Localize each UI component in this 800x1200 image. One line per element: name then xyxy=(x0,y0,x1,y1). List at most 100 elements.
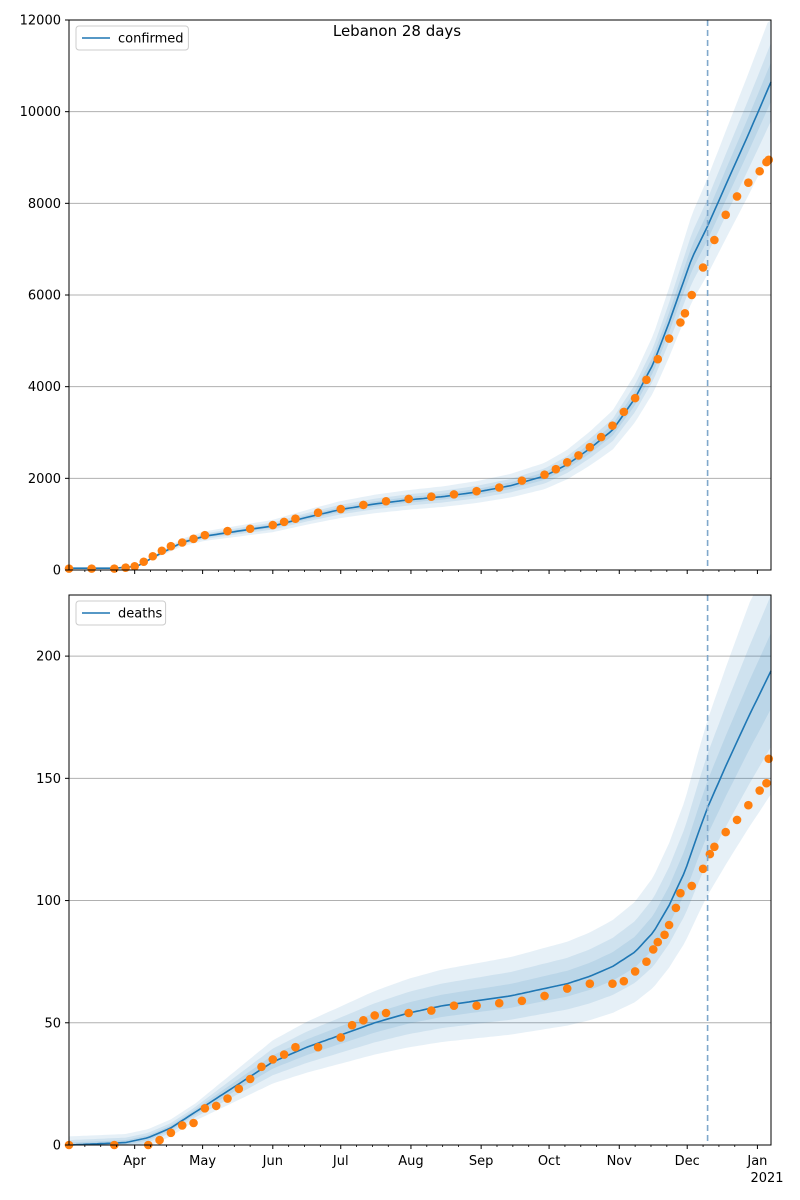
model-line xyxy=(68,670,772,1146)
observed-point xyxy=(574,451,583,460)
x-tick-label: Sep xyxy=(469,1154,494,1169)
uncertainty-band-1 xyxy=(69,62,771,569)
observed-point xyxy=(166,1128,176,1138)
y-tick-label: 50 xyxy=(44,1016,61,1031)
observed-point xyxy=(336,1033,346,1042)
observed-point xyxy=(494,483,504,492)
observed-point xyxy=(472,486,481,496)
observed-point xyxy=(109,564,119,573)
observed-point xyxy=(200,1104,210,1113)
observed-point xyxy=(732,192,742,201)
observed-point xyxy=(279,1050,289,1059)
x-tick-label: Jun xyxy=(262,1154,283,1169)
observed-point xyxy=(619,407,629,417)
observed-point xyxy=(279,517,289,527)
observed-point xyxy=(596,432,606,442)
observed-point xyxy=(698,263,708,272)
observed-point xyxy=(268,520,278,530)
observed-point xyxy=(517,476,527,485)
deaths-panel: 0 50 100 150 200 Apr May Jun Jul Aug Sep Oct Nov Dec J… xyxy=(36,594,774,1169)
x-tick-label: Jan xyxy=(746,1154,767,1169)
observed-point xyxy=(404,494,413,504)
observed-point xyxy=(449,1001,459,1010)
observed-point xyxy=(585,442,595,452)
observed-point xyxy=(189,534,198,544)
x-tick-label: May xyxy=(189,1154,216,1169)
observed-point xyxy=(744,178,753,188)
observed-point xyxy=(562,984,572,993)
observed-point xyxy=(370,1011,380,1020)
legend-box xyxy=(75,600,167,626)
legend-label: deaths xyxy=(118,607,163,622)
observed-point xyxy=(130,562,139,571)
observed-point xyxy=(608,421,617,430)
observed-point xyxy=(698,864,708,874)
observed-point xyxy=(234,1084,244,1094)
observed-point xyxy=(427,1006,436,1015)
observed-point xyxy=(177,1121,187,1130)
y-tick-label: 100 xyxy=(36,894,61,909)
observed-point xyxy=(630,393,640,403)
observed-point xyxy=(449,490,459,499)
observed-point xyxy=(551,464,561,474)
observed-point xyxy=(223,1094,232,1103)
observed-point xyxy=(427,492,436,501)
observed-point xyxy=(710,842,719,852)
observed-point xyxy=(676,888,685,898)
x-tick-label: Apr xyxy=(123,1154,146,1169)
observed-point xyxy=(619,976,629,986)
observed-point xyxy=(257,1062,266,1072)
plot-frame xyxy=(68,594,772,1146)
legend: deaths xyxy=(75,600,167,626)
observed-point xyxy=(268,1055,278,1064)
observed-point xyxy=(291,1042,300,1052)
observed-point xyxy=(245,524,255,534)
observed-point xyxy=(166,541,176,551)
observed-point xyxy=(764,754,774,764)
legend-box xyxy=(75,25,189,51)
observed-point xyxy=(642,957,651,966)
observed-point xyxy=(744,800,753,810)
observed-point xyxy=(404,1008,413,1018)
x-tick-label: Jul xyxy=(332,1154,349,1169)
y-tick-label: 12000 xyxy=(20,14,61,29)
confirmed-panel: 0 2000 4000 6000 8000 10000 12000 confirmed xyxy=(20,14,774,579)
uncertainty-band-3 xyxy=(69,20,771,569)
y-tick-label: 6000 xyxy=(28,289,61,304)
observed-point xyxy=(585,979,595,988)
observed-point xyxy=(630,967,640,976)
observed-point xyxy=(359,1016,368,1025)
observed-point xyxy=(755,166,764,176)
observed-point xyxy=(223,526,232,536)
observed-point xyxy=(381,1008,391,1018)
observed-point xyxy=(245,1074,255,1084)
observed-point xyxy=(139,557,149,567)
observed-point xyxy=(653,354,663,364)
y-tick-label: 8000 xyxy=(28,197,61,212)
observed-point xyxy=(562,457,572,467)
observed-point xyxy=(687,290,697,300)
observed-point xyxy=(721,210,731,220)
observed-point xyxy=(648,945,658,954)
observed-point xyxy=(313,508,323,518)
uncertainty-band-3 xyxy=(69,595,771,1145)
observed-point xyxy=(347,1020,357,1030)
observed-point xyxy=(87,564,96,573)
x-tick-label: Aug xyxy=(398,1154,423,1169)
observed-point xyxy=(660,930,669,940)
legend: confirmed xyxy=(75,25,189,51)
observed-point xyxy=(155,1135,164,1145)
observed-point xyxy=(764,155,774,165)
x-tick-label: Nov xyxy=(607,1154,633,1169)
y-tick-label: 200 xyxy=(36,650,61,665)
legend-label: confirmed xyxy=(118,32,184,47)
observed-point xyxy=(540,470,549,479)
observed-point xyxy=(291,514,300,523)
observed-point xyxy=(664,334,674,343)
observed-point xyxy=(336,504,346,514)
observed-point xyxy=(177,538,187,547)
observed-point xyxy=(540,991,549,1001)
figure-title: Lebanon 28 days xyxy=(333,22,461,40)
